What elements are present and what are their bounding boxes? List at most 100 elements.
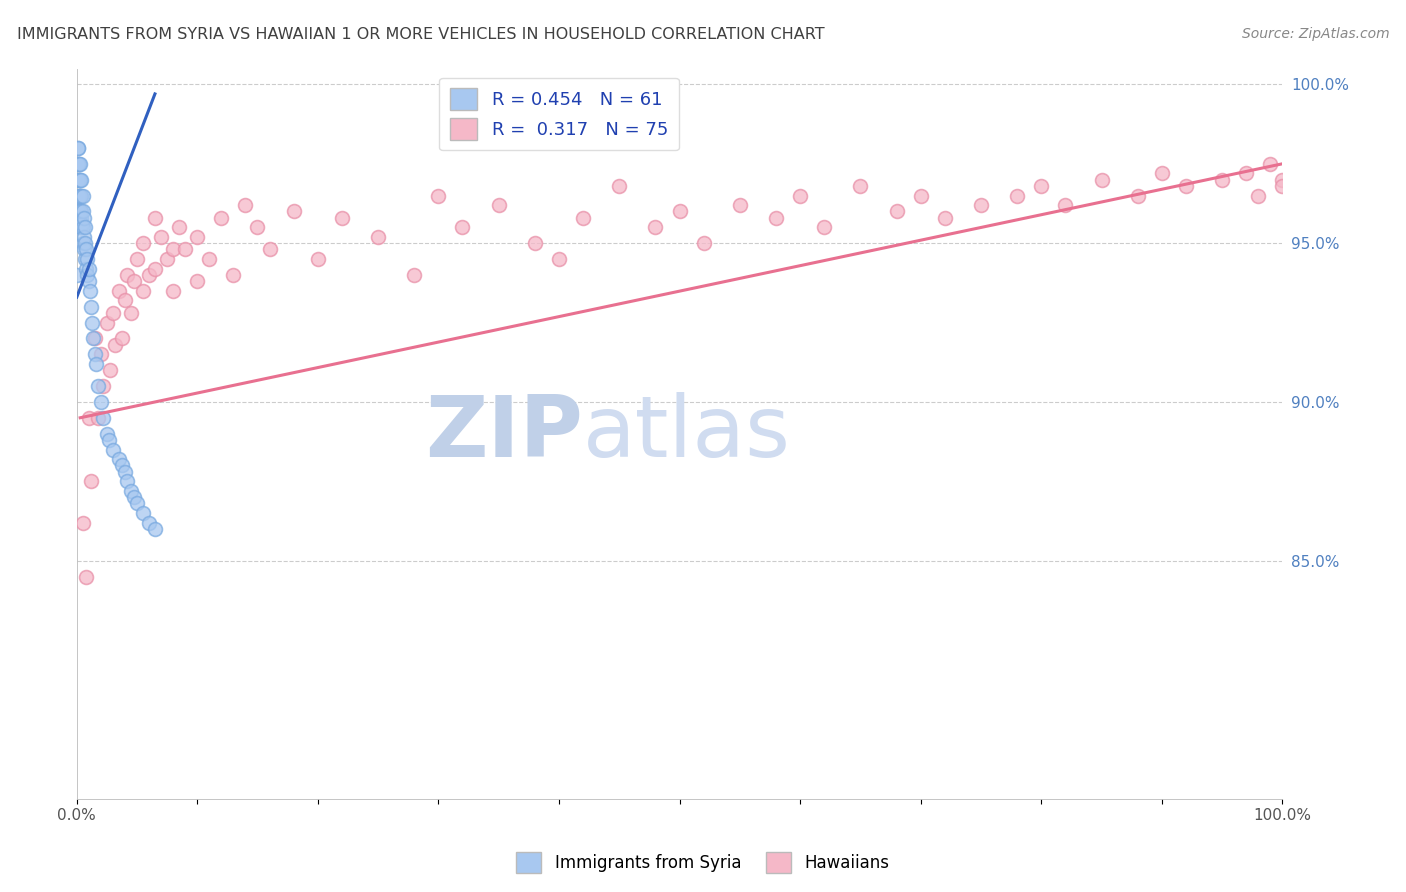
Point [186, 274, 208, 288]
Point [70, 220, 93, 235]
Point [96, 316, 118, 330]
Point [910, 188, 932, 202]
Point [1175, 179, 1198, 194]
Point [77, 274, 100, 288]
Point [138, 268, 160, 282]
Point [80, 300, 103, 314]
Point [96, 426, 118, 441]
Point [67, 172, 90, 186]
Point [644, 220, 666, 235]
Point [75, 569, 97, 583]
Point [548, 252, 571, 266]
Point [101, 306, 124, 320]
Point [156, 252, 179, 266]
Point [67, 157, 90, 171]
Point [72, 516, 94, 530]
Point [70, 172, 93, 186]
Point [120, 306, 142, 320]
Point [138, 516, 160, 530]
Point [1150, 166, 1173, 180]
Point [404, 268, 426, 282]
Point [70, 204, 93, 219]
Point [427, 188, 450, 202]
Point [104, 337, 127, 351]
Point [69, 188, 91, 202]
Point [1126, 188, 1149, 202]
Point [1247, 188, 1270, 202]
Point [728, 198, 751, 212]
Point [90, 347, 112, 361]
Point [69, 211, 91, 225]
Point [66, 157, 89, 171]
Point [69, 172, 91, 186]
Point [98, 433, 121, 447]
Text: IMMIGRANTS FROM SYRIA VS HAWAIIAN 1 OR MORE VEHICLES IN HOUSEHOLD CORRELATION CH: IMMIGRANTS FROM SYRIA VS HAWAIIAN 1 OR M… [17, 27, 824, 42]
Point [886, 204, 908, 219]
Point [70, 217, 93, 231]
Point [77, 261, 100, 276]
Point [1054, 198, 1077, 212]
Point [75, 243, 97, 257]
Point [115, 268, 138, 282]
Point [143, 261, 166, 276]
Point [143, 522, 166, 536]
Point [66, 204, 89, 219]
Point [83, 331, 105, 345]
Point [1271, 179, 1294, 194]
Point [115, 475, 138, 489]
Point [70, 188, 93, 202]
Point [149, 229, 172, 244]
Point [101, 442, 124, 457]
Point [125, 252, 148, 266]
Point [174, 243, 197, 257]
Point [186, 229, 208, 244]
Point [162, 243, 184, 257]
Point [80, 475, 103, 489]
Point [66, 172, 89, 186]
Point [82, 316, 104, 330]
Point [765, 211, 787, 225]
Point [572, 211, 595, 225]
Point [114, 293, 136, 308]
Point [67, 188, 90, 202]
Point [970, 198, 993, 212]
Point [132, 284, 155, 298]
Point [198, 252, 221, 266]
Point [132, 236, 155, 251]
Point [67, 141, 90, 155]
Point [91, 379, 114, 393]
Point [111, 458, 134, 473]
Point [789, 188, 811, 202]
Point [73, 243, 96, 257]
Point [1260, 157, 1282, 171]
Point [132, 506, 155, 520]
Point [120, 483, 142, 498]
Point [75, 261, 97, 276]
Point [307, 252, 329, 266]
Point [143, 211, 166, 225]
Point [222, 268, 245, 282]
Point [813, 220, 835, 235]
Point [209, 211, 232, 225]
Point [235, 198, 257, 212]
Point [69, 220, 91, 235]
Point [668, 204, 690, 219]
Point [488, 198, 510, 212]
Point [98, 363, 121, 377]
Text: atlas: atlas [583, 392, 792, 475]
Point [692, 236, 714, 251]
Point [73, 252, 96, 266]
Point [1234, 166, 1257, 180]
Point [114, 465, 136, 479]
Point [1090, 172, 1112, 186]
Point [1031, 179, 1053, 194]
Point [67, 157, 90, 171]
Point [73, 229, 96, 244]
Point [124, 490, 146, 504]
Point [107, 284, 129, 298]
Point [91, 410, 114, 425]
Point [67, 204, 90, 219]
Point [69, 204, 91, 219]
Point [76, 252, 98, 266]
Point [79, 284, 101, 298]
